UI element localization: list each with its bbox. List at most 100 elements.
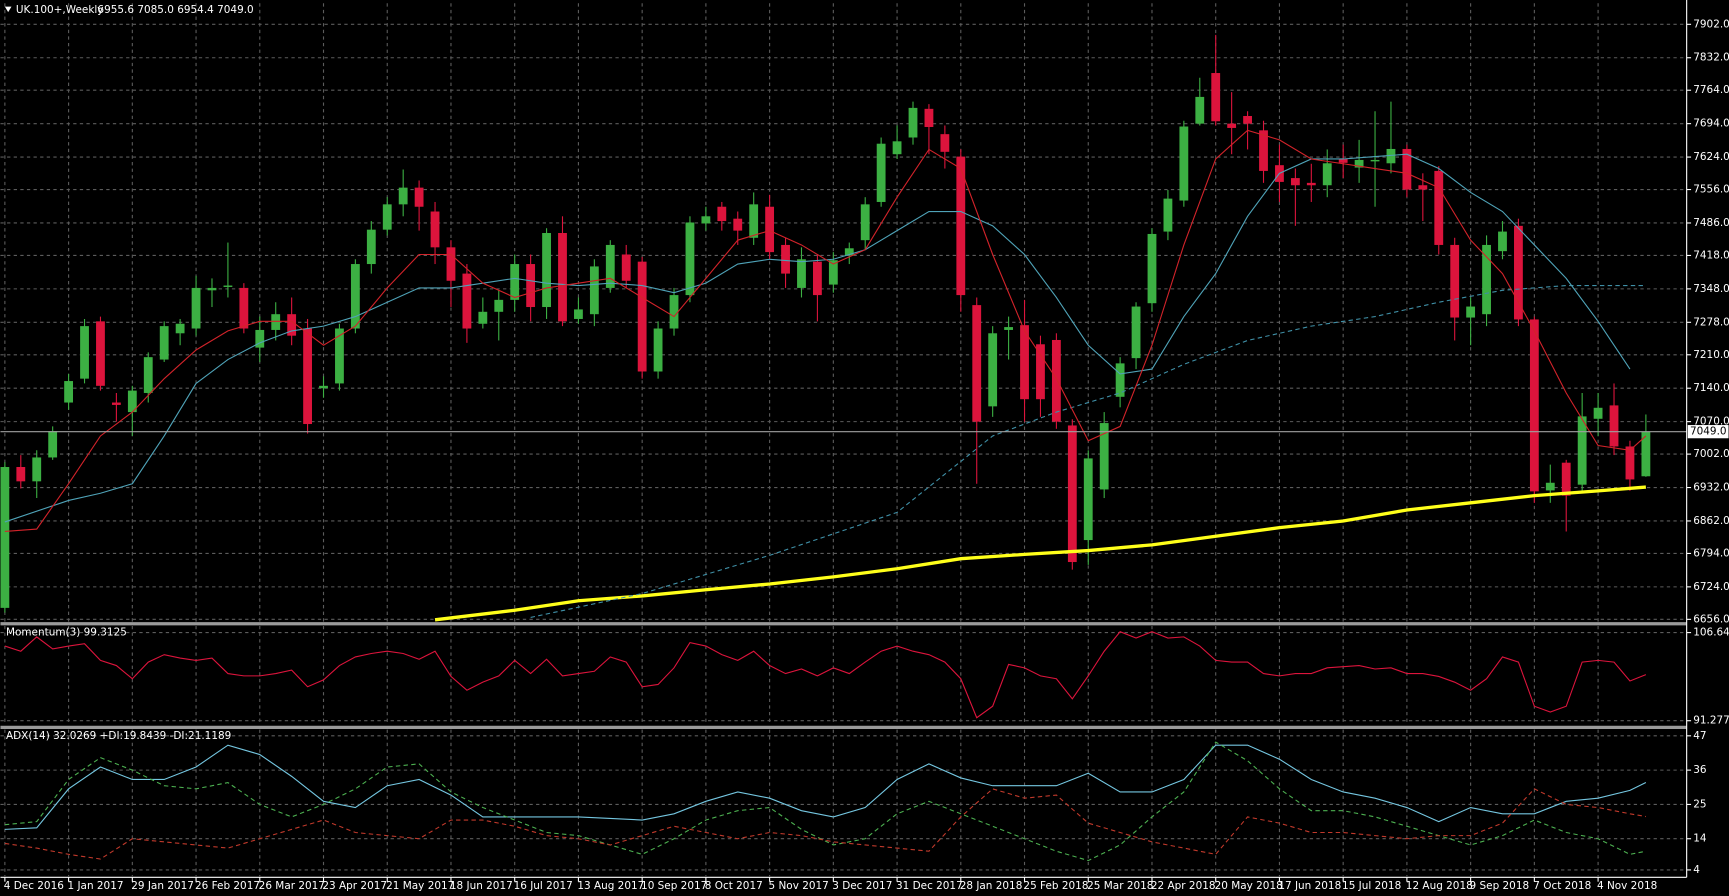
candle-body [1290, 178, 1300, 186]
x-tick-label: 4 Dec 2016 [4, 880, 64, 892]
candle-body [32, 457, 42, 482]
candle-body [239, 287, 249, 329]
candle-body [717, 206, 727, 222]
symbol-title: UK.100+,Weekly [16, 4, 104, 16]
candle-body [462, 273, 472, 329]
y-tick-label: 7002.0 [1693, 448, 1729, 460]
candle-body [956, 156, 966, 296]
candle-body [446, 247, 456, 281]
candle-body [828, 260, 838, 285]
candle-body [207, 287, 217, 291]
candle-body [1641, 431, 1651, 477]
x-tick-label: 9 Sep 2018 [1470, 880, 1530, 892]
candle-body [223, 285, 233, 287]
candle-body [685, 222, 695, 296]
candle-body [749, 204, 759, 238]
candle-body [1370, 159, 1380, 162]
candle-body [1051, 339, 1061, 422]
candle-body [1529, 319, 1539, 492]
candle-body [16, 467, 26, 482]
x-tick-label: 21 May 2017 [386, 880, 454, 892]
candle-body [1514, 225, 1523, 320]
y-tick-label: 7210.0 [1693, 349, 1729, 361]
candle-body [1036, 344, 1045, 400]
x-tick-label: 20 May 2018 [1215, 880, 1283, 892]
candle-body [1004, 327, 1014, 330]
candle-body [48, 431, 58, 458]
candle-body [1354, 159, 1364, 168]
x-tick-label: 29 Jan 2017 [131, 880, 194, 892]
candle-body [255, 329, 265, 348]
momentum-title: Momentum(3) 99.3125 [6, 627, 127, 639]
y-tick-label: 14 [1693, 833, 1707, 845]
candle-body [860, 204, 870, 241]
collapse-arrow-icon[interactable] [4, 6, 12, 13]
candle-body [366, 229, 376, 265]
candle-body [1147, 233, 1157, 304]
candle-body [1338, 158, 1348, 163]
moving-average-line [4, 129, 1647, 533]
moving-average-line [434, 485, 1647, 622]
y-tick-label: 7556.0 [1693, 184, 1729, 196]
candle-body [733, 218, 743, 231]
current-price-label: 7049.0 [1690, 426, 1727, 438]
candle-body [1386, 148, 1396, 164]
x-tick-label: 12 Aug 2018 [1406, 880, 1473, 892]
candle-body [1498, 231, 1507, 252]
candle-body [797, 259, 806, 288]
candle-body [1083, 458, 1093, 541]
y-tick-label: 47 [1693, 730, 1706, 742]
candle-body [0, 467, 10, 608]
x-tick-label: 31 Dec 2017 [896, 880, 963, 892]
x-tick-label: 5 Nov 2017 [769, 880, 829, 892]
candle-body [1211, 73, 1221, 122]
candle-body [143, 357, 153, 393]
candle-body [335, 328, 344, 384]
x-tick-label: 13 Aug 2017 [577, 880, 644, 892]
y-tick-label: 6794.0 [1693, 547, 1729, 559]
candle-body [80, 326, 89, 379]
current-price-box [1687, 425, 1729, 439]
ohlc-readout: 6955.6 7085.0 6954.4 7049.0 [97, 4, 253, 16]
candle-body [127, 390, 137, 413]
x-tick-label: 16 Jul 2017 [514, 880, 573, 892]
x-tick-label: 26 Mar 2017 [259, 880, 325, 892]
candle-body [382, 204, 392, 230]
candle-body [589, 266, 599, 315]
candle-body [908, 107, 918, 138]
candle-body [271, 314, 281, 330]
candle-body [1179, 126, 1189, 201]
candle-body [303, 328, 312, 425]
candle-body [1322, 163, 1332, 186]
candle-body [175, 323, 185, 334]
candle-body [1609, 405, 1619, 447]
indicator-lines [4, 741, 1647, 862]
y-tick-label: 7348.0 [1693, 283, 1729, 295]
candle-body [159, 326, 169, 360]
y-tick-label: 91.2778 [1693, 715, 1729, 727]
candle-body [319, 385, 328, 389]
candle-body [191, 287, 201, 329]
candle-body [1450, 244, 1460, 318]
candle-body [1466, 306, 1476, 318]
y-tick-label: 6724.0 [1693, 581, 1729, 593]
candle-body [1593, 407, 1603, 419]
y-tick-label: 7764.0 [1693, 84, 1729, 96]
y-tick-label: 7418.0 [1693, 249, 1729, 261]
indicator-lines [4, 631, 1647, 719]
x-tick-label: 4 Nov 2018 [1597, 880, 1657, 892]
y-tick-label: 36 [1693, 764, 1706, 776]
candle-body [1434, 170, 1444, 245]
candles [0, 34, 1651, 622]
candle-body [526, 264, 536, 308]
candle-body [1402, 148, 1412, 190]
candle-body [1545, 482, 1555, 491]
candle-body [637, 261, 647, 372]
x-tick-label: 23 Apr 2017 [322, 880, 387, 892]
y-tick-label: 7486.0 [1693, 217, 1729, 229]
candle-body [542, 233, 551, 308]
candle-body [844, 248, 854, 256]
candle-body [430, 211, 440, 248]
candle-body [1625, 446, 1635, 480]
